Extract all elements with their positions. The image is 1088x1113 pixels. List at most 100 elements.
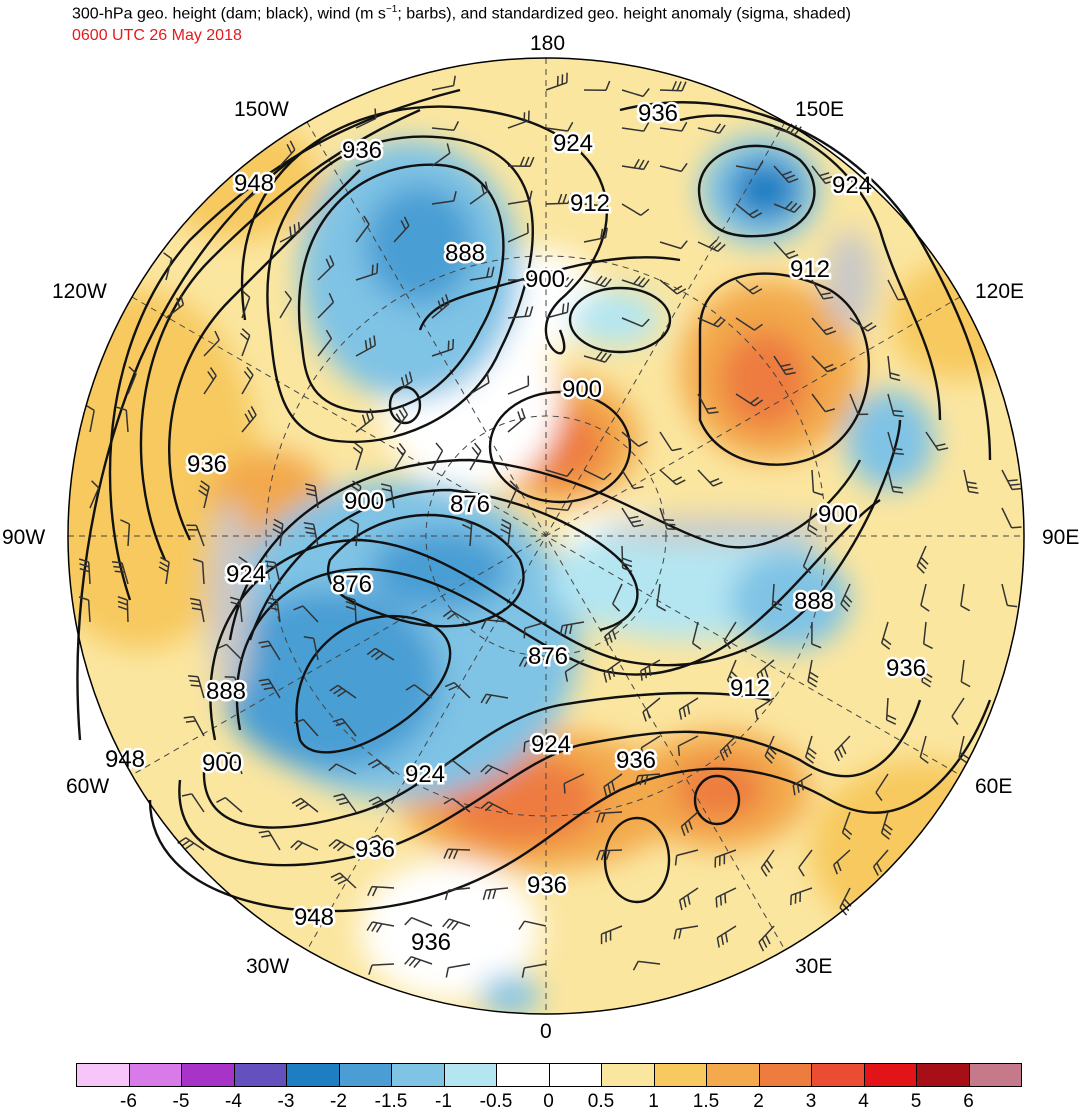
colorbar-tick-label: -0.5 bbox=[479, 1091, 513, 1112]
wind-barb bbox=[292, 910, 319, 927]
wind-barb bbox=[714, 849, 737, 868]
contour-label: 948 bbox=[234, 170, 274, 197]
contour-label: 900 bbox=[344, 488, 384, 515]
colorbar-tick-label: 2 bbox=[753, 1091, 764, 1112]
wind-barb bbox=[442, 609, 471, 623]
wind-barb bbox=[480, 801, 509, 813]
wind-barb bbox=[258, 830, 281, 851]
map-title: 300-hPa geo. height (dam; black), wind (… bbox=[72, 4, 851, 23]
lon-label-150w: 150W bbox=[234, 98, 289, 121]
colorbar-swatch bbox=[391, 1063, 445, 1087]
wind-barb bbox=[545, 500, 574, 511]
wind-barb bbox=[405, 684, 433, 699]
wind-barb bbox=[330, 872, 357, 889]
lon-label-90w: 90W bbox=[2, 526, 46, 549]
wind-barb bbox=[350, 480, 362, 509]
contour-label: 876 bbox=[528, 643, 568, 670]
wind-barb bbox=[368, 963, 395, 975]
wind-barb bbox=[719, 735, 737, 761]
wind-barb bbox=[659, 240, 688, 250]
wind-barb bbox=[120, 519, 131, 547]
colorbar-swatch bbox=[496, 1063, 550, 1087]
wind-barb bbox=[583, 80, 611, 92]
wind-barb bbox=[393, 405, 409, 433]
wind-barb bbox=[621, 122, 650, 132]
wind-barb bbox=[811, 621, 822, 649]
wind-barb bbox=[656, 583, 667, 612]
wind-barb bbox=[345, 596, 357, 623]
wind-barb bbox=[697, 123, 726, 134]
wind-barb bbox=[583, 227, 608, 243]
wind-barb bbox=[804, 735, 817, 764]
wind-barb bbox=[507, 270, 535, 281]
wind-barb bbox=[241, 406, 257, 433]
wind-barb bbox=[925, 431, 949, 451]
wind-barb bbox=[507, 375, 530, 395]
wind-barb bbox=[521, 963, 547, 978]
wind-barb bbox=[612, 583, 623, 612]
wind-barb bbox=[773, 241, 799, 259]
wind-barb bbox=[198, 480, 210, 509]
wind-barb bbox=[564, 659, 585, 682]
lon-label-120e: 120E bbox=[975, 280, 1025, 303]
contour-label: 936 bbox=[638, 100, 678, 127]
wind-barb bbox=[545, 121, 574, 132]
wind-barb bbox=[735, 279, 763, 295]
wind-barb bbox=[258, 640, 281, 661]
wind-barb bbox=[192, 558, 205, 585]
wind-barb bbox=[798, 849, 813, 877]
wind-barb bbox=[849, 393, 869, 416]
wind-barb bbox=[89, 480, 100, 509]
height-contours bbox=[76, 88, 992, 913]
wind-barb bbox=[621, 158, 650, 171]
wind-barb bbox=[480, 619, 509, 630]
polar-map: 936 924 936 948 912 924 888 900 912 900 … bbox=[67, 57, 1025, 1015]
wind-barb bbox=[500, 518, 512, 547]
contour-label: 936 bbox=[411, 929, 451, 956]
wind-barb bbox=[640, 735, 661, 758]
wind-barb bbox=[393, 216, 410, 243]
wind-barb bbox=[367, 885, 395, 897]
wind-barb bbox=[887, 393, 904, 418]
wind-barb bbox=[203, 367, 217, 395]
wind-barb bbox=[163, 252, 173, 281]
wind-barb bbox=[811, 317, 837, 336]
colorbar-tick-label: -3 bbox=[277, 1091, 295, 1112]
wind-barb bbox=[735, 161, 764, 171]
wind-barb bbox=[811, 355, 837, 373]
wind-barb bbox=[807, 659, 819, 688]
wind-barb bbox=[811, 469, 824, 496]
wind-barb bbox=[482, 887, 509, 901]
wind-barb bbox=[380, 483, 395, 509]
colorbar-swatch bbox=[181, 1063, 235, 1087]
wind-barb bbox=[445, 963, 471, 978]
contour-label: 912 bbox=[570, 190, 610, 217]
wind-barb bbox=[773, 165, 799, 184]
wind-barb bbox=[960, 659, 971, 688]
wind-barb bbox=[332, 718, 357, 737]
wind-barb bbox=[431, 294, 450, 319]
wind-barb bbox=[887, 279, 908, 301]
contour-labels: 936 924 936 948 912 924 888 900 912 900 … bbox=[102, 98, 928, 959]
wind-barb bbox=[78, 596, 91, 623]
wind-barb bbox=[715, 887, 737, 908]
colorbar-tick-label: -1 bbox=[435, 1091, 452, 1112]
wind-barb bbox=[279, 290, 292, 319]
wind-barb bbox=[523, 621, 547, 639]
wind-barb bbox=[811, 279, 834, 300]
wind-barb bbox=[880, 811, 893, 840]
lon-label-180: 180 bbox=[530, 32, 566, 55]
wind-barb bbox=[621, 317, 650, 328]
wind-barb bbox=[922, 621, 933, 650]
wind-barb bbox=[880, 621, 892, 650]
wind-barb bbox=[507, 190, 533, 205]
wind-barbs bbox=[78, 72, 1023, 978]
wind-barb bbox=[258, 678, 281, 699]
wind-barb bbox=[404, 955, 433, 968]
wind-barb bbox=[563, 773, 585, 794]
colorbar-swatch bbox=[811, 1063, 865, 1087]
wind-barb bbox=[640, 659, 661, 681]
wind-barb bbox=[317, 329, 333, 357]
colorbar-tick-label: 3 bbox=[805, 1091, 817, 1112]
wind-barb bbox=[444, 681, 471, 699]
